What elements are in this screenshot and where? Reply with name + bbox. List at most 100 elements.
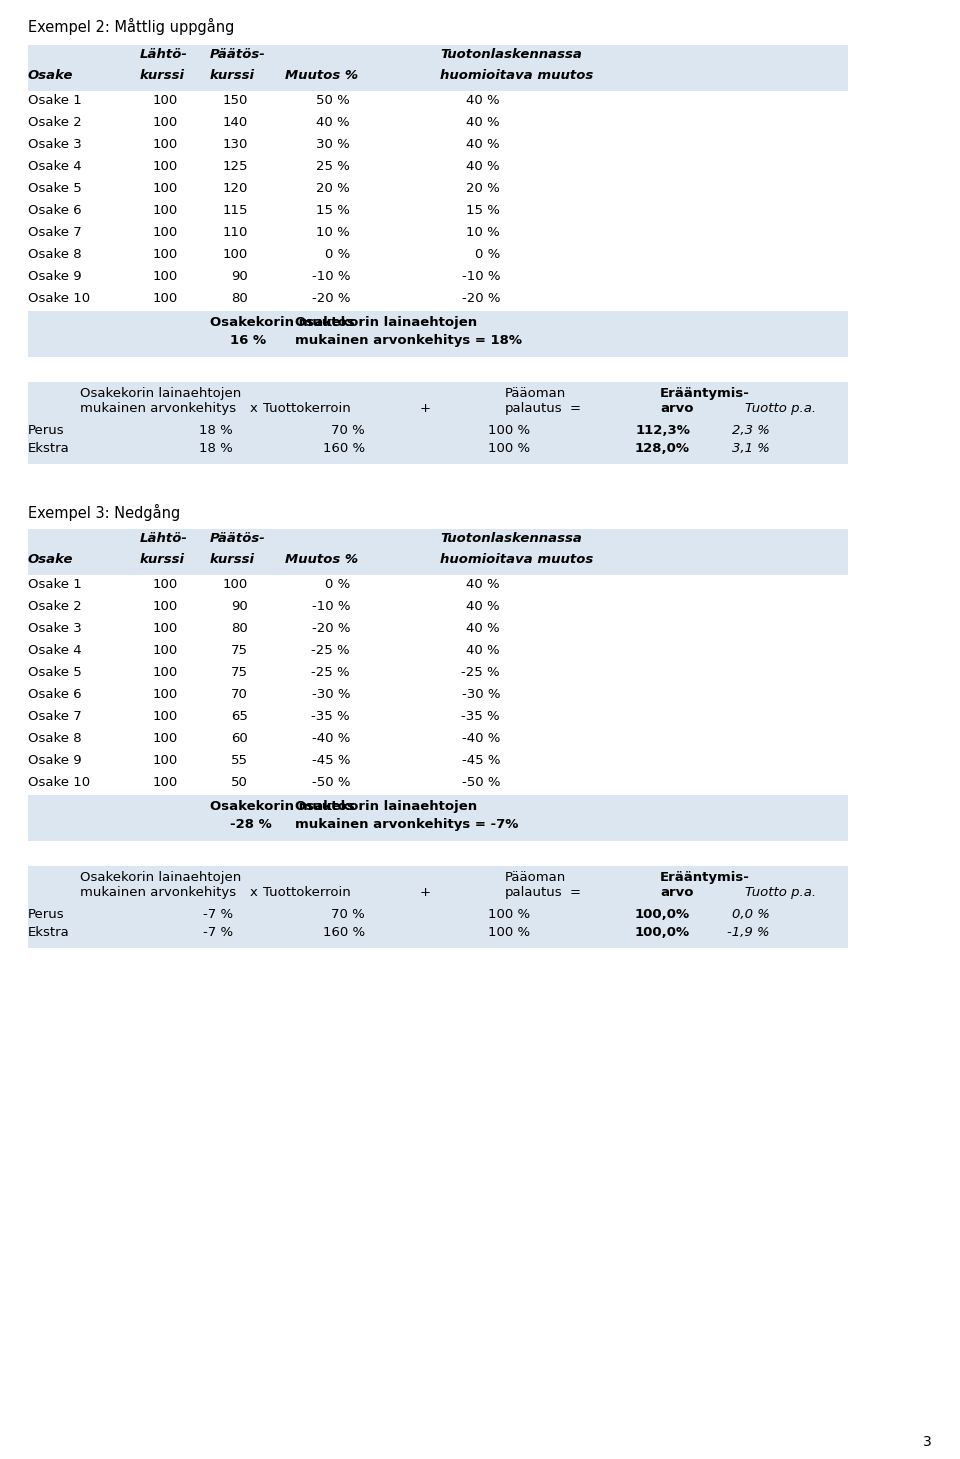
Text: -40 %: -40 % bbox=[462, 732, 500, 746]
Text: Pääoman: Pääoman bbox=[505, 871, 566, 884]
Text: Osakekorin lainaehtojen: Osakekorin lainaehtojen bbox=[80, 871, 241, 884]
Text: -1,9 %: -1,9 % bbox=[728, 926, 770, 940]
Text: Osake 8: Osake 8 bbox=[28, 248, 82, 261]
Text: -30 %: -30 % bbox=[311, 689, 350, 700]
Text: Osake 6: Osake 6 bbox=[28, 689, 82, 700]
Text: x: x bbox=[250, 403, 258, 414]
Text: 160 %: 160 % bbox=[323, 926, 365, 940]
Text: 100: 100 bbox=[223, 578, 248, 591]
Text: -20 %: -20 % bbox=[311, 292, 350, 305]
Bar bbox=[28, 530, 848, 575]
Text: 3: 3 bbox=[924, 1436, 932, 1449]
Text: Lähtö-: Lähtö- bbox=[140, 48, 188, 61]
Text: kurssi: kurssi bbox=[140, 553, 185, 566]
Text: arvo: arvo bbox=[660, 886, 693, 899]
Text: Ekstra: Ekstra bbox=[28, 926, 70, 940]
Text: -10 %: -10 % bbox=[311, 600, 350, 613]
Text: Lähtö-: Lähtö- bbox=[140, 533, 188, 546]
Text: 10 %: 10 % bbox=[467, 226, 500, 239]
Text: Tuotto p.a.: Tuotto p.a. bbox=[745, 886, 816, 899]
Text: -7 %: -7 % bbox=[203, 926, 233, 940]
Text: 75: 75 bbox=[231, 665, 248, 678]
Text: -40 %: -40 % bbox=[312, 732, 350, 746]
Text: -35 %: -35 % bbox=[311, 711, 350, 724]
Text: Osake 7: Osake 7 bbox=[28, 711, 82, 724]
Text: Osake 7: Osake 7 bbox=[28, 226, 82, 239]
Text: =: = bbox=[570, 886, 581, 899]
Text: 160 %: 160 % bbox=[323, 442, 365, 455]
Text: mukainen arvonkehitys = -7%: mukainen arvonkehitys = -7% bbox=[295, 818, 518, 832]
Text: arvo: arvo bbox=[660, 403, 693, 414]
Text: 100: 100 bbox=[223, 248, 248, 261]
Text: kurssi: kurssi bbox=[210, 553, 255, 566]
Text: +: + bbox=[420, 403, 431, 414]
Text: Exempel 2: Måttlig uppgång: Exempel 2: Måttlig uppgång bbox=[28, 18, 234, 35]
Text: 80: 80 bbox=[231, 622, 248, 635]
Text: 40 %: 40 % bbox=[467, 117, 500, 128]
Text: Tuottokerroin: Tuottokerroin bbox=[263, 886, 350, 899]
Text: 40 %: 40 % bbox=[467, 643, 500, 657]
Text: 75: 75 bbox=[231, 643, 248, 657]
Text: -45 %: -45 % bbox=[311, 754, 350, 767]
Text: 15 %: 15 % bbox=[467, 204, 500, 217]
Text: Osake 3: Osake 3 bbox=[28, 139, 82, 150]
Text: 0 %: 0 % bbox=[475, 248, 500, 261]
Text: 40 %: 40 % bbox=[467, 600, 500, 613]
Text: 65: 65 bbox=[231, 711, 248, 724]
Text: -28 %: -28 % bbox=[230, 818, 272, 832]
Text: 100 %: 100 % bbox=[488, 442, 530, 455]
Text: 40 %: 40 % bbox=[317, 117, 350, 128]
Text: 100: 100 bbox=[153, 226, 178, 239]
Text: 100: 100 bbox=[153, 160, 178, 174]
Text: 100: 100 bbox=[153, 754, 178, 767]
Text: Ekstra: Ekstra bbox=[28, 442, 70, 455]
Text: Osake 4: Osake 4 bbox=[28, 160, 82, 174]
Text: 100: 100 bbox=[153, 776, 178, 789]
Text: Osakekorin lainaehtojen: Osakekorin lainaehtojen bbox=[295, 800, 477, 813]
Text: 70 %: 70 % bbox=[331, 425, 365, 438]
Text: Osake 9: Osake 9 bbox=[28, 270, 82, 283]
Text: 80: 80 bbox=[231, 292, 248, 305]
Text: 0,0 %: 0,0 % bbox=[732, 907, 770, 921]
Text: +: + bbox=[420, 886, 431, 899]
Text: Osakekorin lainaehtojen: Osakekorin lainaehtojen bbox=[295, 317, 477, 328]
Text: Osake 10: Osake 10 bbox=[28, 776, 90, 789]
Text: Tuotonlaskennassa: Tuotonlaskennassa bbox=[440, 533, 582, 546]
Text: huomioitava muutos: huomioitava muutos bbox=[440, 69, 593, 82]
Text: Päätös-: Päätös- bbox=[210, 533, 266, 546]
Text: 120: 120 bbox=[223, 182, 248, 196]
Text: 100 %: 100 % bbox=[488, 425, 530, 438]
Text: 20 %: 20 % bbox=[316, 182, 350, 196]
Bar bbox=[28, 311, 848, 357]
Text: -10 %: -10 % bbox=[311, 270, 350, 283]
Text: Osake 8: Osake 8 bbox=[28, 732, 82, 746]
Text: 100: 100 bbox=[153, 689, 178, 700]
Text: 90: 90 bbox=[231, 600, 248, 613]
Text: =: = bbox=[570, 403, 581, 414]
Text: 100 %: 100 % bbox=[488, 907, 530, 921]
Text: 0 %: 0 % bbox=[324, 248, 350, 261]
Text: 125: 125 bbox=[223, 160, 248, 174]
Text: Osake 2: Osake 2 bbox=[28, 117, 82, 128]
Text: 110: 110 bbox=[223, 226, 248, 239]
Text: 55: 55 bbox=[231, 754, 248, 767]
Text: palautus: palautus bbox=[505, 403, 563, 414]
Text: Osake: Osake bbox=[28, 553, 74, 566]
Text: -7 %: -7 % bbox=[203, 907, 233, 921]
Text: 100: 100 bbox=[153, 117, 178, 128]
Text: 40 %: 40 % bbox=[467, 578, 500, 591]
Text: Exempel 3: Nedgång: Exempel 3: Nedgång bbox=[28, 503, 180, 521]
Text: 30 %: 30 % bbox=[316, 139, 350, 150]
Text: 100: 100 bbox=[153, 182, 178, 196]
Text: 50 %: 50 % bbox=[316, 93, 350, 107]
Text: 150: 150 bbox=[223, 93, 248, 107]
Text: huomioitava muutos: huomioitava muutos bbox=[440, 553, 593, 566]
Text: 20 %: 20 % bbox=[467, 182, 500, 196]
Text: 100: 100 bbox=[153, 292, 178, 305]
Text: Osake 6: Osake 6 bbox=[28, 204, 82, 217]
Text: kurssi: kurssi bbox=[210, 69, 255, 82]
Text: 50: 50 bbox=[231, 776, 248, 789]
Text: -35 %: -35 % bbox=[462, 711, 500, 724]
Text: 128,0%: 128,0% bbox=[635, 442, 690, 455]
Text: Osake 5: Osake 5 bbox=[28, 182, 82, 196]
